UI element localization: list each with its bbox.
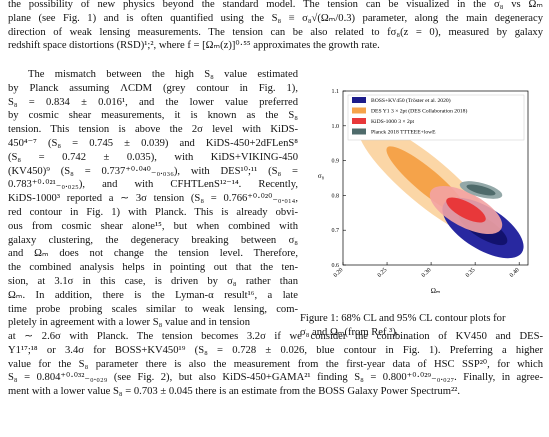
legend-label: BOSS+KV450 (Tröster et al. 2020) xyxy=(371,97,451,104)
legend-swatch xyxy=(352,118,366,124)
text-line: value for the S₈ parameter there is also… xyxy=(8,358,543,370)
text-line: The mismatch between the high S₈ value e… xyxy=(28,69,298,80)
text-line: by Planck assuming ΛCDM (grey contour in… xyxy=(8,82,298,94)
x-tick-label: 0.40 xyxy=(509,267,521,279)
text-line: 0.783⁺⁰·⁰²¹₋₀.₀₂₅), and with CFHTLenS¹²⁻… xyxy=(8,179,298,191)
x-tick-label: 0.25 xyxy=(377,267,389,279)
text-line: KiDS-1000³ reported a ∼ 3σ tension (S₈ =… xyxy=(8,193,298,205)
text-line: sion, at 3.1σ in this case, is driven by… xyxy=(8,276,298,287)
text-line: S₈ = 0.804⁺⁰·⁰³²₋₀.₀₂₉ (see Fig. 2), but… xyxy=(8,372,543,384)
text-line: (KV450)⁹ (S₈ = 0.737⁺⁰·⁰⁴⁰₋₀.₀₃₆), with … xyxy=(8,165,298,177)
text-line: galaxy clustering, the degeneracy breaki… xyxy=(8,234,298,246)
legend-swatch xyxy=(352,97,366,103)
kids-inner xyxy=(446,197,486,223)
planck-inner xyxy=(466,184,496,196)
legend-swatch xyxy=(352,128,366,135)
y-tick-label: 0.8 xyxy=(332,193,340,199)
text-line: the combined analysis helps in pointing … xyxy=(8,262,298,274)
contours xyxy=(357,121,524,259)
legend-label: Planck 2018 TTTEEE+lowE xyxy=(371,130,436,136)
y-axis-label: σ₈ xyxy=(318,172,325,180)
legend-label: DES Y1 3 × 2pt (DES Collaboration 2018) xyxy=(371,108,467,115)
text-line: the possibility of new physics beyond th… xyxy=(8,0,543,10)
text-line: red contour in Fig. 1) with Planck. This… xyxy=(8,207,298,218)
text-line: pletely in agreement with a lower S₈ val… xyxy=(8,317,250,329)
text-line: by cosmic shear measurements, it is know… xyxy=(8,110,298,122)
y-tick-label: 0.7 xyxy=(332,228,340,234)
figure-caption: σ₈ and Ωₘ(from Ref.³). xyxy=(300,326,399,338)
x-axis-label: Ωₘ xyxy=(431,287,441,295)
legend-box xyxy=(347,94,525,141)
y-tick-label: 0.9 xyxy=(332,159,340,165)
text-line: Ωₘ. In addition, there is the Lyman-α re… xyxy=(8,289,298,301)
text-line: redshift space distortions (RSD)¹;², whe… xyxy=(8,40,380,52)
text-line: ous from cosmic shear alone¹⁵, but when … xyxy=(8,220,298,232)
text-line: direction of weak lensing measurements. … xyxy=(8,26,543,38)
text-line: (S₈ = 0.742 ± 0.035), with KiDS+VIKING-4… xyxy=(8,151,298,163)
text-line: and Ωₘ does not change the tension level… xyxy=(8,248,298,260)
x-tick-label: 0.30 xyxy=(421,267,433,279)
text-line: 450⁴⁻⁷ (S₈ = 0.745 ± 0.039) and KiDS-450… xyxy=(8,138,298,149)
y-tick-label: 1.0 xyxy=(332,124,340,130)
x-tick-label: 0.35 xyxy=(465,267,477,279)
text-line: Y1¹⁷;¹⁸ or 3.4σ for BOSS+KV450¹⁹ (S₈ = 0… xyxy=(8,344,543,356)
legend-label: KiDS-1000 3 × 2pt xyxy=(371,119,415,125)
legend-swatch xyxy=(352,107,366,114)
text-line: S₈ = 0.834 ± 0.016¹, and the lower value… xyxy=(8,96,298,108)
y-tick-label: 0.6 xyxy=(332,263,340,269)
x-tick-label: 0.20 xyxy=(333,267,345,279)
text-line: ment with a lower value S₈ = 0.703 ± 0.0… xyxy=(8,386,460,398)
text-line: plane (see Fig. 1) and is often quantifi… xyxy=(8,12,543,24)
text-line: tension. This tension is above the 2σ le… xyxy=(8,124,298,136)
figure-caption: Figure 1: 68% CL and 95% CL contour plot… xyxy=(300,313,506,324)
text-line: at ∼ 2.6σ with Planck. The tension becom… xyxy=(8,331,543,342)
y-tick-label: 1.1 xyxy=(332,89,340,95)
text-line: time probe probing scales similar to wea… xyxy=(8,303,298,315)
